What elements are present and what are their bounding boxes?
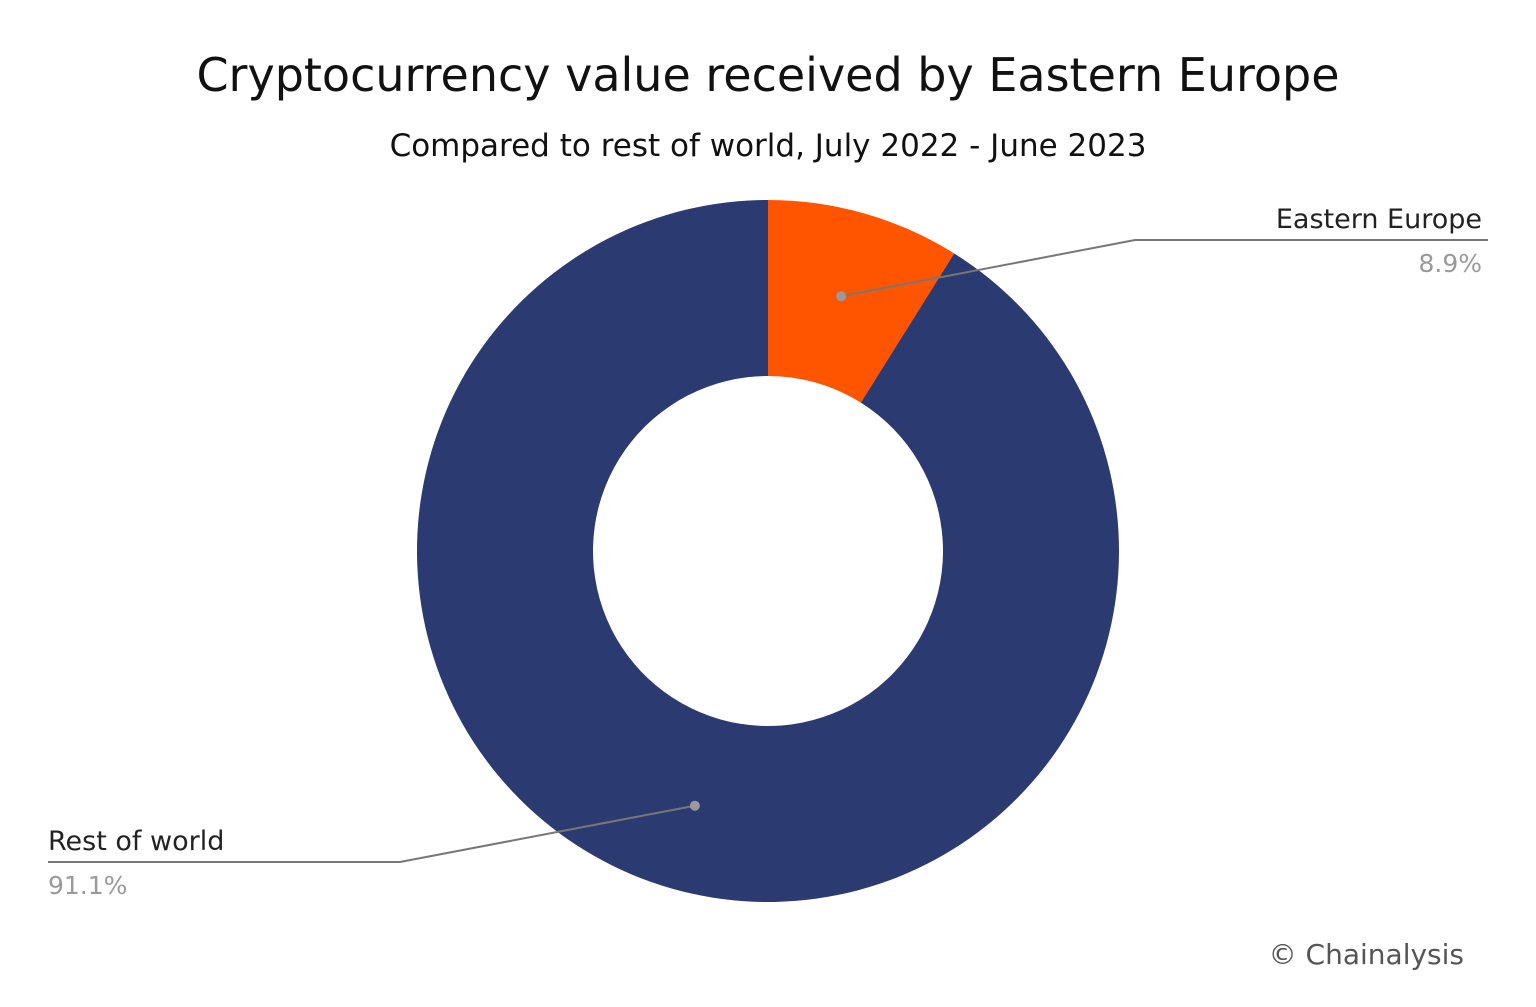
slice-label-eastern-europe: Eastern Europe (1276, 204, 1482, 235)
leader-line-eastern-europe (840, 239, 1488, 298)
chart-title: Cryptocurrency value received by Eastern… (196, 48, 1340, 102)
leader-dot-rest-of-world (689, 800, 700, 811)
slices-group (417, 200, 1120, 903)
labels-group: Eastern Europe 8.9% Rest of world 91.1% (48, 204, 1488, 900)
slice-value-rest-of-world: 91.1% (48, 871, 127, 900)
slice-value-eastern-europe: 8.9% (1418, 249, 1482, 278)
leader-dot-eastern-europe (836, 291, 847, 302)
slice-label-rest-of-world: Rest of world (48, 826, 224, 857)
chart-subtitle: Compared to rest of world, July 2022 - J… (389, 128, 1147, 164)
credit-label: © Chainalysis (1268, 938, 1464, 971)
slice-eastern-europe (768, 200, 955, 403)
leader-line-rest-of-world (48, 804, 696, 863)
slice-rest-of-world (417, 200, 1120, 903)
